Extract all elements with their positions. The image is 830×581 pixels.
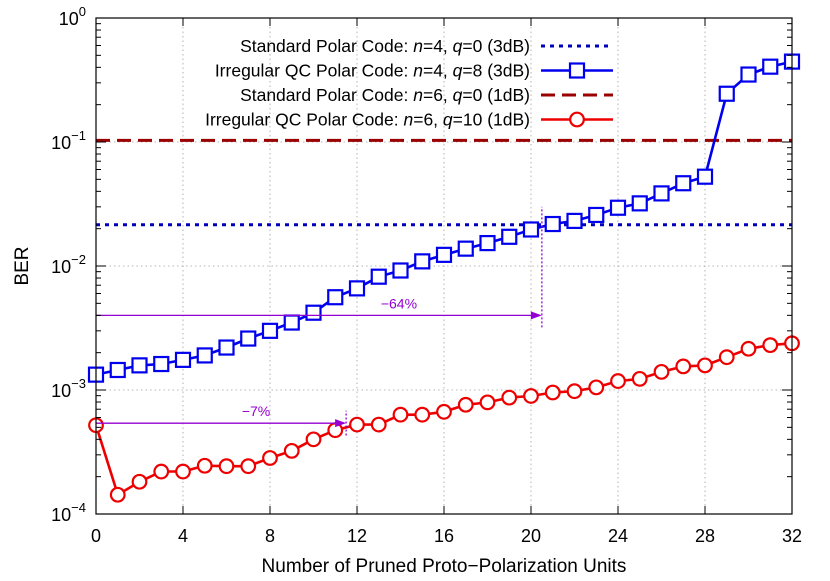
series-3-point [370,416,387,433]
series-3-point [610,373,626,389]
series-3-point [175,463,191,480]
legend-label-2: Standard Polar Code: n=6, q=0 (1dB) [240,85,530,105]
y-tick-label: 10−4 [51,500,86,525]
y-tick-label: 100 [59,4,86,29]
series-1-point [174,351,192,368]
annotation-0-arrowhead [530,311,542,320]
series-3-point [196,457,213,474]
y-tick-label: 10−2 [51,252,86,277]
series-1-point [566,212,583,230]
series-1-point [522,221,540,238]
annotation-1-label: −7% [242,403,270,419]
series-3-point [479,394,496,411]
series-3-point [153,463,170,480]
series-1-point [370,268,387,285]
annotations: −64% −7% [96,206,543,436]
x-axis-label: Number of Pruned Proto−Polarization Unit… [262,556,627,577]
series-3-point [131,473,148,490]
legend-square-marker-icon [568,62,586,79]
series-1-point [696,168,714,185]
x-tick-label: 16 [434,526,454,546]
legend-label-1: Irregular QC Polar Code: n=4, q=8 (3dB) [215,61,530,81]
annotation-0-label: −64% [381,295,417,311]
series-3-point [283,442,300,459]
series-3-point [631,370,648,387]
series-3-point [457,396,474,413]
series-1-point [609,199,627,216]
series-3-point [697,357,713,374]
x-tick-label: 4 [178,526,188,546]
series-1-point [457,240,474,257]
series-1-point [740,66,757,83]
series-3-point [566,383,583,400]
series-1-point [588,206,605,224]
series-1-point [261,322,279,339]
series-3-point [675,358,692,375]
series-3-point [653,363,670,380]
legend: Standard Polar Code: n=4, q=0 (3dB) Irreg… [205,36,613,130]
series-3-point [262,450,278,466]
series-1-point [762,58,779,75]
legend-label-0: Standard Polar Code: n=4, q=0 (3dB) [240,36,530,56]
series-1-point [153,355,170,373]
series-1-point [218,339,235,356]
series-1-point [675,175,692,192]
series-1-point [479,234,496,252]
series-1-point [348,280,366,297]
series-3-point [349,416,365,433]
series-3-point [588,379,605,396]
y-tick-label: 10−1 [51,128,86,153]
series-3-point [414,406,431,423]
series-3-point [544,384,561,401]
x-tick-label: 8 [265,526,275,546]
series-3-point [240,458,257,475]
series-1-point [327,289,344,306]
x-tick-label: 24 [608,526,628,546]
series-1-point [414,253,431,270]
annotation-1-arrowhead [335,419,347,428]
y-tick-label: 10−3 [51,376,86,401]
series-1-point [435,246,453,263]
series-1-point [544,215,561,233]
series-3-point [218,458,235,475]
series-3-point [392,406,409,423]
axis-ticks: 0 4 8 12 16 20 24 28 32 10−4 10−3 10−2 10−1 100 [51,4,802,546]
y-axis-label: BER [12,246,33,285]
series-3-point [436,403,452,420]
series-3-point [305,431,322,448]
series-1-point [501,228,518,245]
series-1-point [109,361,126,379]
x-tick-label: 28 [695,526,715,546]
series-1-point [131,357,148,374]
series-3-point [762,337,779,354]
series-1-point [240,330,257,347]
x-tick-label: 20 [521,526,541,546]
x-tick-label: 12 [347,526,367,546]
x-tick-label: 0 [91,526,101,546]
series-3-point [718,349,735,366]
reference-lines [96,138,792,227]
series-3-point [109,486,126,503]
series-1-point [196,347,213,364]
series-1-point [653,185,670,202]
legend-label-3: Irregular QC Polar Code: n=6, q=10 (1dB) [205,110,530,130]
data-series [87,53,801,503]
series-3-point [501,389,518,406]
x-tick-label: 32 [782,526,802,546]
legend-circle-marker-icon [569,111,585,128]
series-1-point [718,85,735,102]
series-1-point [283,314,300,331]
series-1-point [305,304,322,321]
series-3-point [523,388,539,404]
series-3-point [740,340,757,357]
series-1-point [631,195,648,212]
series-1-point [392,262,409,279]
